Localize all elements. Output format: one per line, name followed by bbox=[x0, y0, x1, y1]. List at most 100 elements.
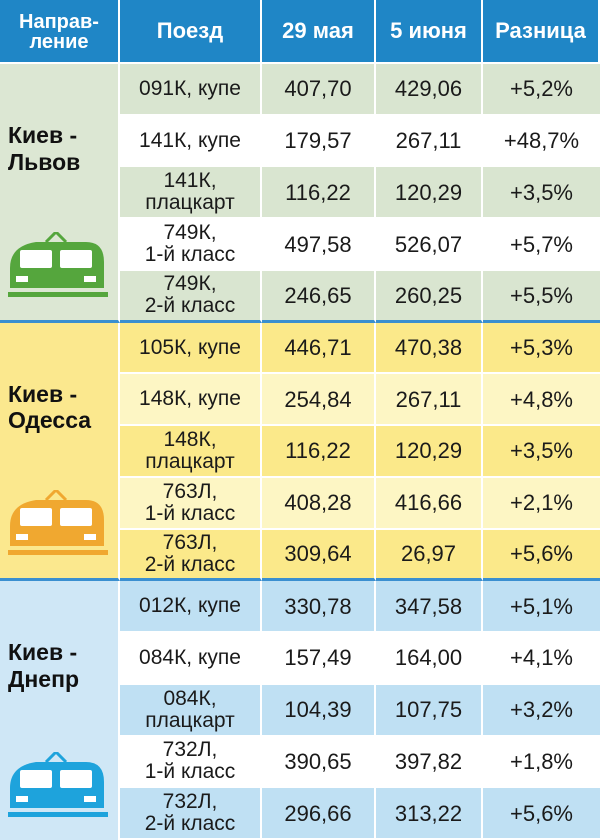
difference-cell: +3,2% bbox=[483, 684, 600, 737]
train-label: 2-й класс bbox=[144, 552, 236, 576]
price-may29-cell: 179,57 bbox=[262, 115, 376, 168]
price-may29-cell: 104,39 bbox=[262, 684, 376, 737]
price-jun5-cell: 526,07 bbox=[376, 219, 483, 271]
train-label: 2-й класс bbox=[144, 294, 236, 318]
train-cell: 763Л, 2-й класс bbox=[120, 529, 262, 582]
train-icon bbox=[6, 229, 112, 304]
direction-dnipro: Киев - Днепр bbox=[0, 581, 120, 840]
difference-cell: +48,7% bbox=[483, 115, 600, 168]
price-may29-cell: 497,58 bbox=[262, 219, 376, 271]
direction-name: Киев - Днепр bbox=[8, 639, 79, 692]
train-cell: 749К, 1-й класс bbox=[120, 219, 262, 271]
price-jun5-cell: 120,29 bbox=[376, 167, 483, 220]
train-cell: 084К, плацкарт bbox=[120, 684, 262, 737]
header-direction-line2: ление bbox=[29, 31, 89, 53]
train-cell: 141К, купе bbox=[120, 115, 262, 168]
direction-name-line: Днепр bbox=[8, 666, 80, 692]
train-label: 749К, bbox=[163, 272, 217, 296]
price-may29-cell: 330,78 bbox=[262, 581, 376, 634]
price-may29-cell: 116,22 bbox=[262, 167, 376, 220]
price-jun5-cell: 416,66 bbox=[376, 477, 483, 530]
header-date-1: 29 мая bbox=[262, 0, 376, 64]
header-direction-line1: Направ- bbox=[19, 11, 99, 33]
header-train: Поезд bbox=[120, 0, 262, 64]
price-may29-cell: 446,71 bbox=[262, 322, 376, 375]
train-label: 732Л, bbox=[162, 790, 218, 814]
price-jun5-cell: 267,11 bbox=[376, 374, 483, 427]
header-date-2: 5 июня bbox=[376, 0, 483, 64]
train-cell: 732Л, 1-й класс bbox=[120, 736, 262, 789]
difference-cell: +4,1% bbox=[483, 633, 600, 685]
train-cell: 749К, 2-й класс bbox=[120, 270, 262, 323]
price-may29-cell: 254,84 bbox=[262, 374, 376, 427]
train-label: 2-й класс bbox=[144, 812, 236, 836]
price-may29-cell: 157,49 bbox=[262, 633, 376, 685]
direction-lviv: Киев - Львов bbox=[0, 64, 120, 323]
train-cell: 148К, плацкарт bbox=[120, 426, 262, 478]
train-label: 763Л, bbox=[162, 479, 218, 503]
price-jun5-cell: 429,06 bbox=[376, 64, 483, 116]
direction-name-line: Киев - bbox=[8, 380, 78, 407]
price-jun5-cell: 470,38 bbox=[376, 322, 483, 375]
direction-name: Киев - Львов bbox=[8, 122, 80, 175]
difference-cell: +4,8% bbox=[483, 374, 600, 427]
train-cell: 012К, купе bbox=[120, 581, 262, 634]
price-jun5-cell: 26,97 bbox=[376, 529, 483, 582]
train-label: 1-й класс bbox=[144, 501, 236, 525]
train-cell: 732Л, 2-й класс bbox=[120, 788, 262, 840]
price-jun5-cell: 260,25 bbox=[376, 270, 483, 323]
train-cell: 105К, купе bbox=[120, 322, 262, 375]
train-label: плацкарт bbox=[145, 449, 235, 473]
price-jun5-cell: 347,58 bbox=[376, 581, 483, 634]
difference-cell: +1,8% bbox=[483, 736, 600, 789]
train-cell: 084К, купе bbox=[120, 633, 262, 685]
difference-cell: +5,3% bbox=[483, 322, 600, 375]
train-label: 1-й класс bbox=[144, 760, 236, 784]
train-label: плацкарт bbox=[145, 191, 235, 215]
train-cell: 763Л, 1-й класс bbox=[120, 477, 262, 530]
difference-cell: +5,6% bbox=[483, 529, 600, 582]
train-cell: 148К, купе bbox=[120, 374, 262, 427]
price-may29-cell: 116,22 bbox=[262, 426, 376, 478]
direction-name-line: Киев - bbox=[8, 122, 78, 148]
price-may29-cell: 296,66 bbox=[262, 788, 376, 840]
price-may29-cell: 309,64 bbox=[262, 529, 376, 582]
train-icon bbox=[6, 749, 112, 824]
price-jun5-cell: 120,29 bbox=[376, 426, 483, 478]
train-label: 1-й класс bbox=[144, 243, 236, 267]
train-label: 763Л, bbox=[162, 530, 218, 554]
price-may29-cell: 408,28 bbox=[262, 477, 376, 530]
train-label: 084К, купе bbox=[139, 645, 241, 669]
price-jun5-cell: 267,11 bbox=[376, 115, 483, 168]
train-label: 141К, купе bbox=[139, 128, 241, 152]
price-may29-cell: 407,70 bbox=[262, 64, 376, 116]
train-icon bbox=[6, 488, 112, 562]
direction-name-line: Киев - bbox=[8, 639, 78, 666]
difference-cell: +5,5% bbox=[483, 270, 600, 323]
difference-cell: +3,5% bbox=[483, 426, 600, 478]
train-label: 141К, bbox=[163, 169, 217, 193]
direction-name-line: Львов bbox=[8, 148, 81, 175]
train-label: 148К, bbox=[163, 427, 217, 451]
price-jun5-cell: 397,82 bbox=[376, 736, 483, 789]
header-direction: Направ- ление bbox=[0, 0, 120, 64]
train-label: 091К, купе bbox=[139, 76, 241, 100]
price-jun5-cell: 313,22 bbox=[376, 788, 483, 840]
header-difference: Разница bbox=[483, 0, 600, 64]
difference-cell: +2,1% bbox=[483, 477, 600, 530]
train-label: 084К, bbox=[163, 686, 217, 710]
train-label: 148К, купе bbox=[139, 387, 241, 411]
difference-cell: +5,6% bbox=[483, 788, 600, 840]
header-direction-label: Направ- ление bbox=[19, 12, 99, 52]
difference-cell: +5,2% bbox=[483, 64, 600, 116]
train-label: 105К, купе bbox=[139, 335, 241, 359]
train-cell: 091К, купе bbox=[120, 64, 262, 116]
direction-name: Киев - Одесса bbox=[8, 381, 91, 434]
train-cell: 141К, плацкарт bbox=[120, 167, 262, 220]
difference-cell: +5,7% bbox=[483, 219, 600, 271]
price-jun5-cell: 107,75 bbox=[376, 684, 483, 737]
price-jun5-cell: 164,00 bbox=[376, 633, 483, 685]
train-label: 012К, купе bbox=[139, 594, 241, 618]
train-label: плацкарт bbox=[145, 708, 235, 732]
